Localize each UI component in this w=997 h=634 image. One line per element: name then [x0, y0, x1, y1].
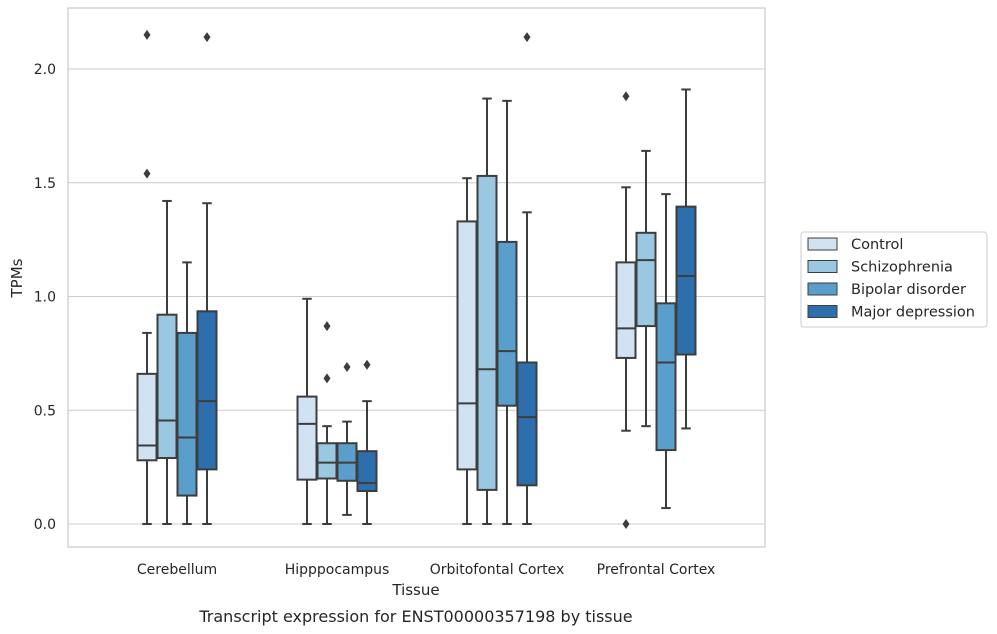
legend-label: Schizophrenia [851, 260, 953, 276]
box-iqr [516, 361, 538, 487]
x-tick-label: Prefrontal Cortex [597, 562, 716, 578]
x-axis-label: Tissue [391, 581, 439, 599]
legend-swatch [807, 260, 838, 273]
outlier-point [143, 168, 151, 179]
legend-label: Major depression [851, 305, 975, 321]
outlier-point [622, 91, 630, 102]
box-iqr [136, 372, 158, 462]
y-tick-label: 0.0 [34, 517, 56, 533]
outlier-point [323, 321, 331, 332]
y-axis-ticks: 0.0 0.5 1.0 1.5 2.0 [34, 62, 56, 533]
box-major-depression [356, 359, 378, 525]
box-iqr [635, 231, 657, 328]
box-control [615, 91, 637, 529]
box-bipolar-disorder [655, 193, 677, 510]
x-tick-label: Cerebellum [137, 562, 217, 578]
legend-label: Control [851, 237, 903, 253]
box-iqr [196, 310, 218, 471]
box-bipolar-disorder [336, 362, 358, 516]
box-schizophrenia [635, 149, 657, 428]
chart-caption: Transcript expression for ENST0000035719… [198, 607, 632, 626]
x-tick-label: Hipppocampus [285, 562, 390, 578]
legend: Control Schizophrenia Bipolar disorder Majo… [800, 231, 988, 328]
x-tick-label: Orbitofontal Cortex [430, 562, 565, 578]
box-iqr [176, 331, 198, 497]
legend-frame [800, 231, 988, 328]
outlier-point [523, 32, 531, 43]
x-axis-ticks: Cerebellum Hipppocampus Orbitofontal Corte… [137, 562, 715, 578]
y-tick-label: 1.5 [34, 176, 56, 192]
box-major-depression [675, 88, 697, 430]
y-tick-label: 2.0 [34, 62, 56, 78]
box-control [296, 297, 318, 525]
box-schizophrenia [156, 199, 178, 525]
box-iqr [476, 174, 498, 491]
y-tick-label: 0.5 [34, 403, 56, 419]
box-iqr [356, 450, 378, 493]
box-iqr [316, 442, 338, 480]
outlier-point [363, 359, 371, 370]
outlier-point [622, 519, 630, 529]
box-major-depression [196, 32, 218, 525]
box-iqr [296, 395, 318, 481]
outlier-point [143, 29, 151, 40]
y-axis-label: TPMs [8, 258, 26, 298]
legend-label: Bipolar disorder [851, 282, 966, 298]
box-groups [136, 29, 697, 529]
box-iqr [615, 261, 637, 359]
box-bipolar-disorder [496, 99, 518, 525]
box-iqr [655, 302, 677, 452]
box-iqr [675, 205, 697, 356]
outlier-point [323, 373, 331, 384]
outlier-point [203, 32, 211, 43]
box-iqr [496, 240, 518, 407]
legend-swatch [807, 237, 838, 251]
box-bipolar-disorder [176, 261, 198, 525]
legend-swatch [807, 305, 838, 318]
box-major-depression [516, 32, 538, 525]
box-iqr [456, 220, 478, 471]
y-tick-label: 1.0 [34, 290, 56, 306]
outlier-point [343, 362, 351, 373]
legend-swatch [807, 282, 838, 296]
box-schizophrenia [316, 321, 338, 525]
box-iqr [156, 313, 178, 460]
plot-area [67, 7, 766, 548]
